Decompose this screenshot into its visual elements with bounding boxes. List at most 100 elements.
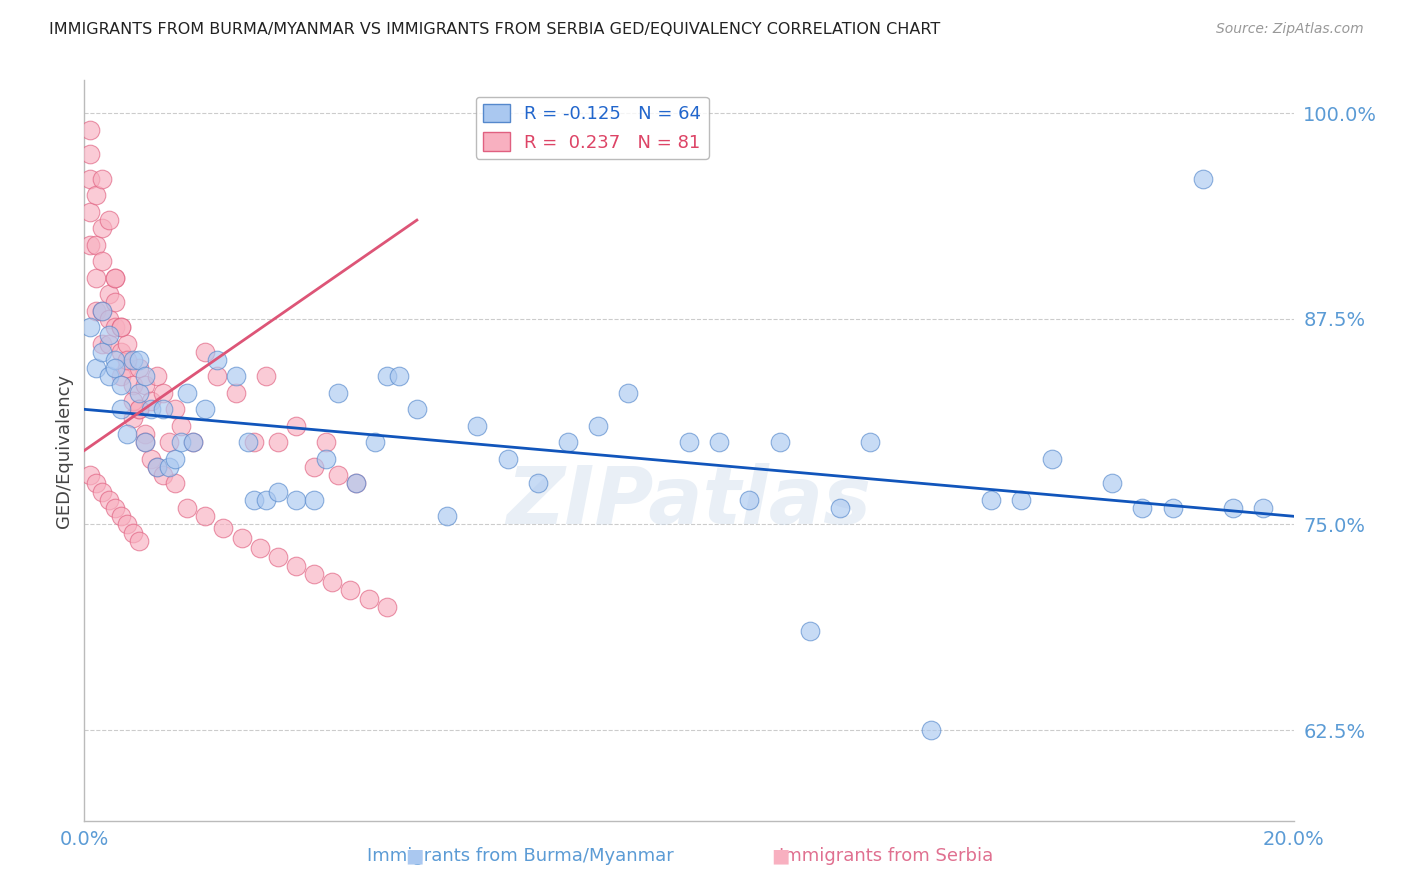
Point: [194, 344, 217, 359]
Point: [134, 377, 156, 392]
Point: [152, 385, 174, 400]
Point: [1101, 476, 1123, 491]
Point: [97, 328, 120, 343]
Point: [128, 385, 150, 400]
Point: [678, 435, 700, 450]
Point: [121, 525, 143, 540]
Text: ZIPatlas: ZIPatlas: [506, 463, 872, 541]
Point: [91, 484, 114, 499]
Point: [128, 533, 150, 548]
Point: [79, 205, 101, 219]
Point: [121, 353, 143, 368]
Point: [115, 336, 138, 351]
Point: [328, 385, 350, 400]
Point: [115, 517, 138, 532]
Point: [249, 541, 271, 555]
Point: [357, 591, 380, 606]
Point: [267, 550, 290, 565]
Point: [104, 295, 127, 310]
Point: [104, 501, 127, 516]
Point: [436, 509, 458, 524]
Point: [859, 435, 882, 450]
Point: [285, 492, 308, 507]
Point: [176, 501, 198, 516]
Point: [79, 122, 101, 136]
Point: [86, 361, 108, 376]
Point: [346, 476, 368, 491]
Point: [79, 468, 101, 483]
Point: [242, 435, 264, 450]
Point: [388, 369, 411, 384]
Point: [1130, 501, 1153, 516]
Point: [181, 435, 204, 450]
Point: [110, 369, 132, 384]
Point: [110, 320, 132, 334]
Point: [617, 385, 640, 400]
Point: [363, 435, 385, 450]
Y-axis label: GED/Equivalency: GED/Equivalency: [55, 374, 73, 527]
Point: [769, 435, 792, 450]
Text: ■: ■: [405, 847, 425, 865]
Point: [920, 723, 942, 738]
Point: [146, 459, 169, 474]
Point: [170, 418, 193, 433]
Point: [346, 476, 368, 491]
Point: [467, 418, 489, 433]
Point: [557, 435, 579, 450]
Point: [321, 575, 343, 590]
Point: [97, 213, 120, 227]
Point: [302, 566, 325, 581]
Point: [267, 435, 290, 450]
Point: [91, 303, 114, 318]
Point: [194, 402, 217, 417]
Point: [97, 492, 120, 507]
Point: [104, 270, 127, 285]
Point: [97, 336, 120, 351]
Point: [738, 492, 761, 507]
Point: [375, 369, 398, 384]
Point: [86, 303, 108, 318]
Point: [254, 492, 277, 507]
Point: [97, 311, 120, 326]
Point: [134, 369, 156, 384]
Point: [139, 394, 162, 409]
Point: [165, 476, 187, 491]
Point: [110, 344, 132, 359]
Point: [110, 320, 132, 334]
Point: [406, 402, 429, 417]
Point: [212, 521, 235, 535]
Point: [121, 410, 143, 425]
Point: [79, 237, 101, 252]
Point: [302, 492, 325, 507]
Point: [104, 270, 127, 285]
Point: [236, 435, 259, 450]
Point: [194, 509, 217, 524]
Text: IMMIGRANTS FROM BURMA/MYANMAR VS IMMIGRANTS FROM SERBIA GED/EQUIVALENCY CORRELAT: IMMIGRANTS FROM BURMA/MYANMAR VS IMMIGRA…: [49, 22, 941, 37]
Point: [110, 509, 132, 524]
Point: [79, 172, 101, 186]
Point: [267, 484, 290, 499]
Point: [254, 369, 277, 384]
Point: [97, 369, 120, 384]
Point: [830, 501, 852, 516]
Point: [128, 402, 150, 417]
Point: [315, 451, 337, 466]
Point: [104, 353, 127, 368]
Point: [91, 254, 114, 268]
Point: [157, 435, 180, 450]
Point: [225, 369, 247, 384]
Point: [328, 468, 350, 483]
Point: [588, 418, 610, 433]
Point: [176, 385, 198, 400]
Point: [91, 172, 114, 186]
Point: [231, 531, 253, 545]
Point: [1192, 172, 1215, 186]
Point: [128, 361, 150, 376]
Point: [285, 418, 308, 433]
Point: [110, 402, 132, 417]
Point: [104, 361, 127, 376]
Point: [181, 435, 204, 450]
Point: [104, 320, 127, 334]
Point: [1161, 501, 1184, 516]
Point: [1040, 451, 1063, 466]
